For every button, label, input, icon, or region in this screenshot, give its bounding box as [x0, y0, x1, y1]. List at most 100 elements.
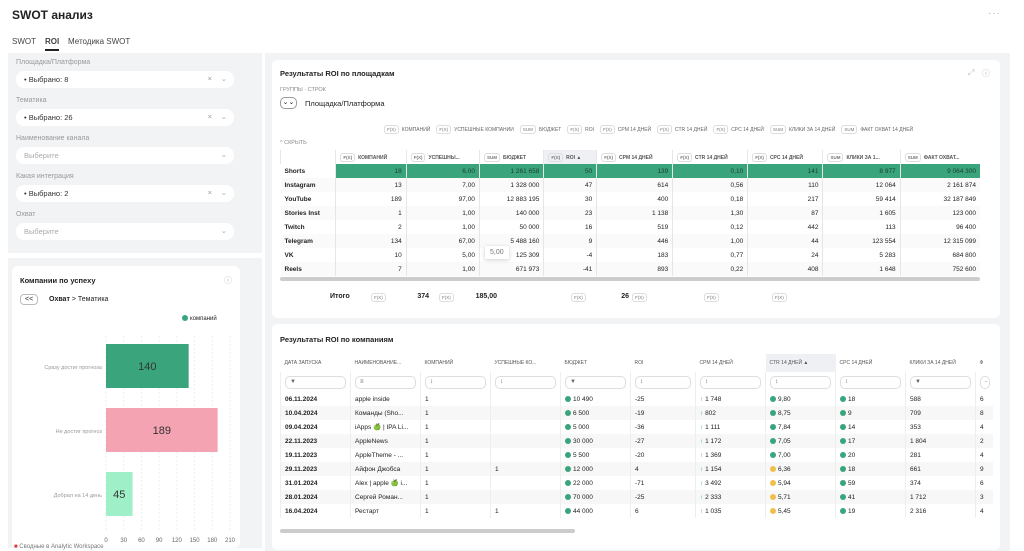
- chevron-down-icon[interactable]: ⌄: [220, 150, 227, 159]
- table-row[interactable]: Twitch 2 1,00 50 000 16 519 0,12 442 113 96 400: [281, 220, 980, 234]
- column-filter-input[interactable]: ↕: [635, 375, 691, 389]
- table-row[interactable]: Reels 7 1,00 671 973 -41 893 0,22 408 1 648 752 6…: [280, 262, 980, 276]
- agg-tag: F(X): [632, 293, 647, 302]
- table-row[interactable]: 06.11.2024 apple inside 1 10 490 -25 ↑ 1 748 9…: [280, 392, 993, 406]
- metric-chip[interactable]: F(X) УСПЕШНЫЕ КОМПАНИИ: [436, 125, 514, 134]
- column-header[interactable]: F(X) CPC 14 ДНЕЙ: [747, 150, 823, 164]
- cell: 6 500: [560, 406, 631, 420]
- horizontal-scrollbar[interactable]: [280, 277, 980, 281]
- table-row[interactable]: 09.04.2024 iApps 🍏 | IPA Li... 1 5 000 -36 ↑ …: [280, 420, 993, 434]
- cell: 10: [335, 248, 407, 262]
- expand-icon[interactable]: ⤢: [968, 68, 975, 77]
- table-row[interactable]: 19.11.2023 AppleTheme - ... 1 5 500 -20 ↑ 1 3…: [280, 448, 993, 462]
- column-header[interactable]: Ф: [979, 360, 984, 366]
- bar[interactable]: [106, 408, 218, 452]
- crumb-reach[interactable]: Охват: [49, 296, 70, 303]
- chevron-down-icon[interactable]: ⌄: [220, 188, 227, 197]
- table-row[interactable]: 16.04.2024 Рестарт 1 1 44 000 6 ↑ 1 035 5,45 19 2…: [280, 504, 993, 518]
- column-header[interactable]: F(X) КОМПАНИЙ: [335, 150, 407, 164]
- table-row[interactable]: 22.11.2023 AppleNews 1 30 000 -27 ↑ 1 172 7,05…: [280, 434, 993, 448]
- metric-chip[interactable]: SUM БЮДЖЕТ: [519, 125, 561, 134]
- column-filter-input[interactable]: ↕: [770, 375, 831, 389]
- table-row[interactable]: 31.01.2024 Alex | apple 🍏 i... 1 22 000 -71 ↑…: [280, 476, 993, 490]
- clear-icon[interactable]: ×: [207, 188, 212, 197]
- more-menu-icon[interactable]: ···: [988, 8, 1001, 19]
- table-row[interactable]: Shorts 18 6,00 1 261 658 50 139 0,10 141 8 977 9 …: [280, 164, 980, 178]
- filter-label-channel: Наименование канала: [16, 135, 90, 142]
- chip-agg-tag: F(X): [567, 125, 583, 134]
- info-icon[interactable]: ⓘ: [224, 276, 232, 285]
- footer-link[interactable]: ■ Сводные в Analytic Workspace: [14, 544, 104, 550]
- integration-select[interactable]: • Выбрано: 2 × ⌄: [16, 185, 234, 202]
- bar[interactable]: [106, 344, 189, 388]
- table-row[interactable]: Instagram 13 7,00 1 328 000 47 614 0,56 110 12 0…: [280, 178, 980, 192]
- column-header[interactable]: SUM КЛИКИ ЗА 1...: [822, 150, 901, 164]
- column-header[interactable]: КЛИКИ ЗА 14 ДНЕЙ: [909, 360, 956, 366]
- column-header[interactable]: ROI: [634, 360, 644, 366]
- table-row[interactable]: Stories Inst 1 1,00 140 000 23 1 138 1,30 87 1 6…: [280, 206, 980, 220]
- chevron-down-icon[interactable]: ⌄: [220, 74, 227, 83]
- hide-button[interactable]: ^ Скрыть: [280, 140, 307, 146]
- cell: 1: [335, 206, 407, 220]
- column-filter-input[interactable]: ▼: [910, 375, 971, 389]
- cell: iApps 🍏 | IPA Li...: [350, 420, 421, 434]
- check-circle-icon: [770, 437, 776, 444]
- table-row[interactable]: VK 10 5,00 125 309 -4 183 0,77 24 5 283 684 800: [281, 248, 980, 262]
- column-header[interactable]: F(X) УСПЕШНЫ...: [405, 150, 480, 164]
- column-header[interactable]: SUM БЮДЖЕТ: [478, 150, 544, 164]
- column-header[interactable]: CPC 14 ДНЕЙ: [839, 360, 873, 366]
- column-header[interactable]: CTR 14 ДНЕЙ ▲: [765, 354, 836, 372]
- drill-back-button[interactable]: <<: [20, 294, 39, 305]
- reach-select[interactable]: Выберите ⌄: [16, 223, 234, 240]
- metric-chip[interactable]: SUM КЛИКИ ЗА 14 ДНЕЙ: [770, 125, 835, 134]
- column-header[interactable]: F(X) ROI ▲: [543, 150, 597, 164]
- info-icon[interactable]: ⓘ: [982, 69, 990, 78]
- collapse-toggle[interactable]: ⌄⌄: [280, 97, 297, 109]
- chevron-down-icon[interactable]: ⌄: [220, 112, 227, 121]
- bar[interactable]: [106, 472, 133, 516]
- column-filter-input[interactable]: ≡: [355, 375, 416, 389]
- column-header[interactable]: НАИМЕНОВАНИЕ...: [354, 360, 402, 366]
- table-row[interactable]: 10.04.2024 Команды (Sho... 1 6 500 -19 ↑ 802 8…: [280, 406, 993, 420]
- cell: 18: [835, 462, 906, 476]
- metric-chip[interactable]: F(X) CPM 14 ДНЕЙ: [600, 125, 651, 134]
- column-header[interactable]: КОМПАНИЙ: [424, 360, 454, 366]
- platform-select[interactable]: • Выбрано: 8 × ⌄: [16, 71, 234, 88]
- column-filter-input[interactable]: ↕: [495, 375, 556, 389]
- column-filter-input[interactable]: ↕: [425, 375, 486, 389]
- column-header[interactable]: F(X) CTR 14 ДНЕЙ: [672, 150, 748, 164]
- column-header[interactable]: ДАТА ЗАПУСКА: [284, 360, 322, 366]
- metric-chip[interactable]: F(X) ROI: [567, 125, 594, 134]
- clear-icon[interactable]: ×: [207, 112, 212, 121]
- metric-chip[interactable]: F(X) CTR 14 ДНЕЙ: [657, 125, 707, 134]
- metric-chip[interactable]: SUM ФАКТ ОХВАТ 14 ДНЕЙ: [841, 125, 913, 134]
- channel-select[interactable]: Выберите ⌄: [16, 147, 234, 164]
- column-filter-input[interactable]: ↕: [840, 375, 901, 389]
- column-filter-input[interactable]: -: [980, 375, 990, 389]
- horizontal-scrollbar[interactable]: [280, 529, 575, 533]
- cell: 1: [420, 434, 491, 448]
- topic-select[interactable]: • Выбрано: 26 × ⌄: [16, 109, 234, 126]
- column-header[interactable]: F(X) CPM 14 ДНЕЙ: [596, 150, 673, 164]
- column-header[interactable]: CPM 14 ДНЕЙ: [699, 360, 733, 366]
- tab-roi[interactable]: ROI: [45, 37, 60, 51]
- table-row[interactable]: 29.11.2023 Айфон Джобса 1 1 12 000 4 ↑ 1 154 6,…: [280, 462, 993, 476]
- table-row[interactable]: YouTube 189 97,00 12 883 195 30 400 0,18 217 59 …: [281, 192, 980, 206]
- column-filter-input[interactable]: ↕: [700, 375, 761, 389]
- column-header[interactable]: УСПЕШНЫЕ КО...: [494, 360, 537, 366]
- clear-icon[interactable]: ×: [207, 74, 212, 83]
- column-header[interactable]: БЮДЖЕТ: [564, 360, 588, 366]
- table-row[interactable]: Telegram 134 67,00 5 488 160 9 446 1,00 44 123 5…: [280, 234, 980, 248]
- arrow-up-icon: ↑: [700, 395, 706, 403]
- tab-methodology[interactable]: Методика SWOT: [68, 37, 131, 46]
- metric-chip[interactable]: F(X) CPC 14 ДНЕЙ: [713, 125, 764, 134]
- column-filter-input[interactable]: ▼: [565, 375, 626, 389]
- chip-agg-tag: F(X): [436, 125, 452, 134]
- column-filter-input[interactable]: ▼: [285, 375, 346, 389]
- legend[interactable]: компаний: [182, 315, 217, 322]
- tab-swot[interactable]: SWOT: [12, 37, 36, 46]
- column-header[interactable]: SUM ФАКТ ОХВАТ...: [899, 150, 980, 164]
- chevron-down-icon[interactable]: ⌄: [220, 226, 227, 235]
- metric-chip[interactable]: F(X) КОМПАНИЙ: [384, 125, 430, 134]
- table-row[interactable]: 28.01.2024 Сергей Роман... 1 70 000 -25 ↑ 2 3…: [280, 490, 993, 504]
